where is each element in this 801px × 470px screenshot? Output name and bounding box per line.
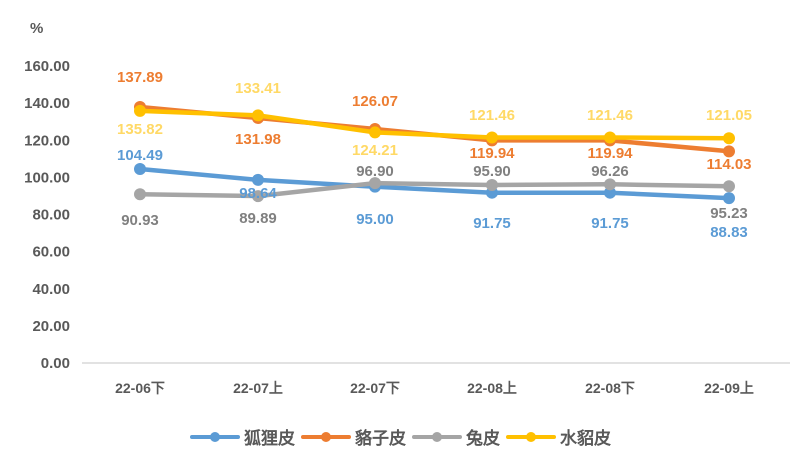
data-point [723,132,735,145]
data-label: 91.75 [473,215,511,232]
x-tick-label: 22-08上 [467,380,517,396]
data-label: 124.21 [352,142,398,159]
data-label: 133.41 [235,80,281,97]
data-label: 89.89 [239,210,277,227]
data-label: 104.49 [117,147,163,164]
legend-label: 水貂皮 [560,429,611,449]
y-tick-label: 100.00 [24,169,70,186]
data-point [723,192,735,205]
x-tick-label: 22-07下 [350,380,400,396]
legend-line-marker-icon [412,431,462,442]
legend-label: 兔皮 [466,429,500,449]
legend-item: 狐狸皮 [190,424,295,449]
legend-label: 貉子皮 [355,429,406,449]
series-lines [134,101,735,205]
y-tick-label: 160.00 [24,58,70,75]
y-tick-label: 120.00 [24,132,70,149]
data-point [369,177,381,190]
data-label: 119.94 [469,145,515,162]
y-tick-label: 40.00 [32,281,70,298]
legend-item: 兔皮 [412,424,500,449]
series-1 [134,101,735,158]
x-tick-label: 22-07上 [233,380,283,396]
y-tick-label: 140.00 [24,95,70,112]
data-point [252,109,264,122]
data-point [723,145,735,158]
data-label: 114.03 [706,156,751,173]
y-tick-label: 80.00 [32,207,70,224]
data-point [723,180,735,193]
data-point [604,178,616,191]
data-label: 121.46 [469,107,515,124]
data-point [252,173,264,186]
y-tick-label: 0.00 [41,355,70,372]
legend-label: 狐狸皮 [244,429,295,449]
data-label: 135.82 [117,121,163,138]
data-label: 126.07 [352,93,398,110]
data-label: 121.46 [587,107,633,124]
y-tick-label: 60.00 [32,244,70,261]
data-label: 131.98 [235,131,281,148]
data-label: 121.05 [706,107,752,124]
x-tick-label: 22-09上 [704,380,754,396]
legend-line-marker-icon [301,431,351,442]
y-tick-label: 20.00 [32,318,70,335]
data-point [134,188,146,201]
data-label: 91.75 [591,215,629,232]
data-point [604,186,616,199]
x-axis: 22-06下 22-07上 22-07下 22-08上 22-08下 22-09上 [115,380,754,396]
data-point [252,190,264,203]
data-label: 95.23 [710,205,748,222]
data-point [486,131,498,144]
legend-item: 貉子皮 [301,424,406,449]
legend: 狐狸皮 貉子皮 兔皮 水貂皮 [0,424,801,449]
data-point [134,104,146,117]
legend-line-marker-icon [506,431,556,442]
legend-line-marker-icon [190,431,240,442]
y-axis: 0.00 20.00 40.00 60.00 80.00 100.00 120.00 140.… [24,58,70,372]
data-label: 96.26 [591,163,629,180]
data-point [486,178,498,191]
data-label: 88.83 [710,224,748,241]
data-label: 90.93 [121,212,159,229]
data-label: 95.90 [473,163,511,180]
data-label: 96.90 [356,163,394,180]
data-point [134,163,146,176]
series-2 [134,177,735,203]
data-label: 95.00 [356,211,394,228]
data-point [369,126,381,139]
x-tick-label: 22-08下 [585,380,635,396]
data-label: 137.89 [117,69,163,86]
y-unit-label: % [30,20,43,37]
legend-item: 水貂皮 [506,424,611,449]
data-labels: 104.49 98.64 95.00 91.75 91.75 88.83 137.89 131… [117,69,752,241]
data-label: 119.94 [587,145,633,162]
x-tick-label: 22-06下 [115,380,165,396]
series-3 [134,104,735,145]
data-label: 98.64 [239,185,277,202]
data-point [604,131,616,144]
